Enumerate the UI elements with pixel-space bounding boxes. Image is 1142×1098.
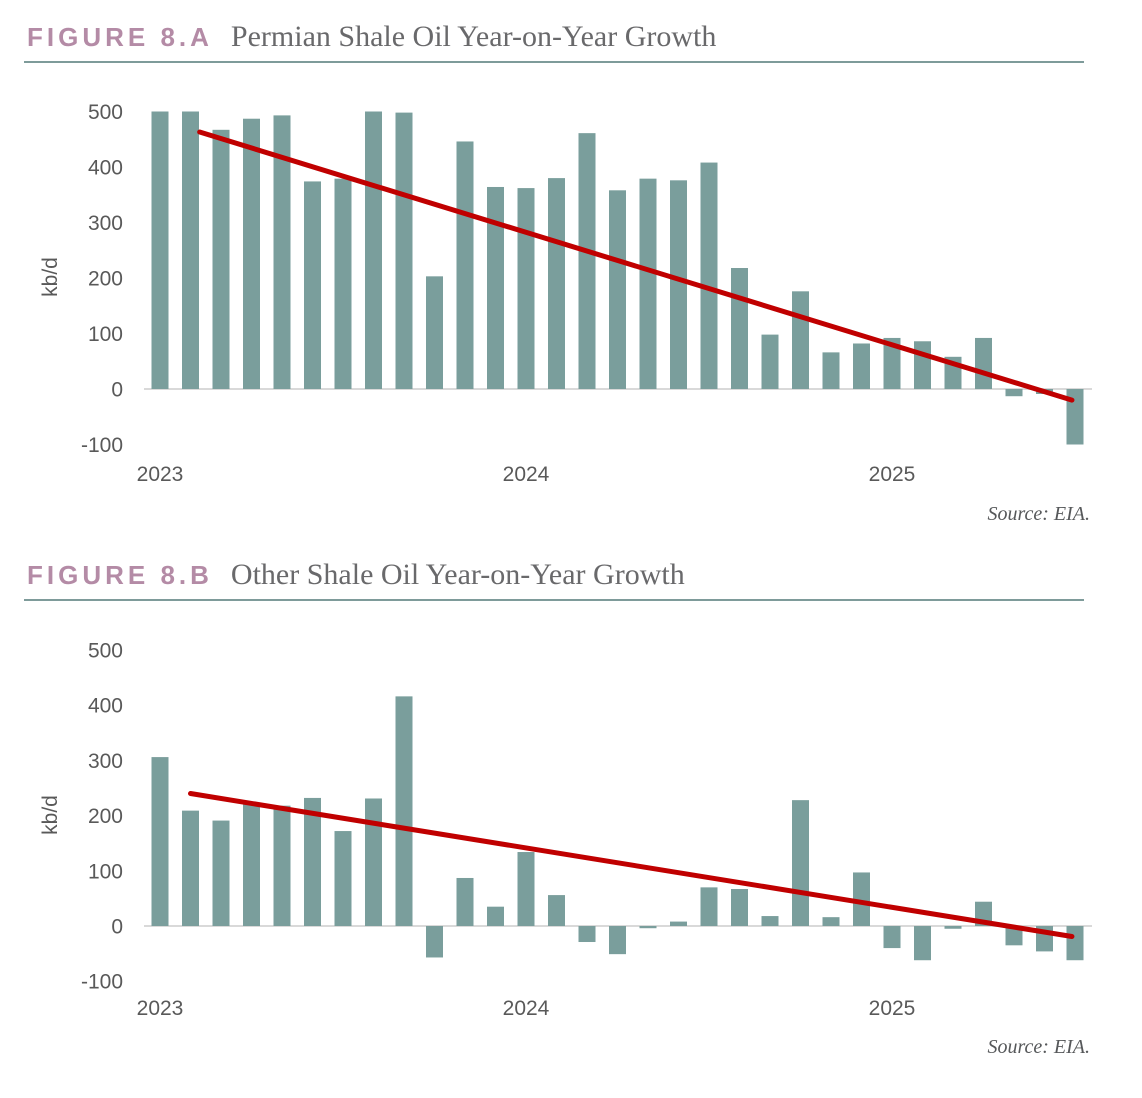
bar-sep-2023 [395, 696, 413, 926]
figure-8b-title-row: FIGURE 8.B Other Shale Oil Year-on-Year … [27, 558, 685, 592]
y-tick-label: 100 [88, 323, 123, 346]
x-tick-label: 2023 [137, 463, 184, 486]
bar-dec-2024 [853, 872, 870, 926]
y-tick-label: 200 [88, 805, 123, 828]
figure-8a-chart: 500 400 300 200 100 0 -100 kb/d 2023 2024 2025 [39, 101, 1092, 486]
bar-aug-2023 [365, 798, 382, 926]
y-tick-label: 300 [88, 212, 123, 235]
y-tick-label: 400 [88, 157, 123, 180]
bar-aug-2024 [731, 268, 748, 389]
bar-mar-2023 [212, 820, 230, 926]
bar-aug-2023 [365, 111, 382, 389]
bar-aug-2024 [731, 889, 748, 926]
bar-feb-2024 [548, 178, 565, 389]
x-tick-label: 2025 [869, 997, 916, 1020]
bar-jan-2023 [151, 757, 169, 926]
bar-oct-2024 [792, 291, 809, 389]
bar-mar-2025 [944, 926, 962, 929]
bar-sep-2023 [395, 112, 413, 390]
bar-jul-2023 [334, 178, 352, 389]
x-tick-label: 2024 [503, 997, 550, 1020]
bar-mar-2024 [578, 133, 596, 389]
bar-jan-2024 [517, 188, 535, 389]
bar-jan-2025 [883, 926, 901, 949]
bar-feb-2023 [182, 810, 199, 926]
bar-may-2024 [639, 178, 657, 389]
bar-may-2024 [639, 926, 657, 929]
bar-may-2025 [1005, 389, 1023, 397]
y-tick-label: 400 [88, 695, 123, 718]
bar-jul-2025 [1066, 389, 1084, 445]
figure-8b-chart: 500 400 300 200 100 0 -100 kb/d 2023 2024 2025 [39, 640, 1092, 1020]
x-tick-label: 2024 [503, 463, 550, 486]
bar-dec-2023 [487, 906, 504, 926]
bar-sep-2024 [761, 334, 779, 389]
y-tick-label: 100 [88, 860, 123, 883]
bar-may-2023 [273, 805, 291, 926]
bar-nov-2023 [456, 877, 474, 926]
bar-apr-2024 [609, 926, 626, 955]
bar-may-2023 [273, 115, 291, 389]
trend-line [197, 129, 1075, 403]
figure-8b-source: Source: EIA. [987, 1036, 1090, 1058]
bar-jun-2023 [304, 797, 321, 926]
bar-jan-2024 [517, 852, 535, 926]
bar-apr-2024 [609, 190, 626, 389]
bar-jan-2025 [883, 337, 901, 389]
y-tick-label: 200 [88, 268, 123, 291]
y-axis-title: kb/d [39, 257, 62, 297]
bar-jul-2025 [1066, 926, 1084, 961]
trend-line [188, 791, 1075, 939]
figure-8b-label: FIGURE 8.B [27, 560, 213, 590]
y-tick-label: 0 [111, 379, 123, 402]
bar-jul-2024 [700, 162, 718, 389]
bar-may-2025 [1005, 926, 1023, 946]
bar-dec-2023 [487, 186, 504, 389]
bar-feb-2024 [548, 895, 565, 926]
x-tick-label: 2023 [137, 997, 184, 1020]
bar-nov-2024 [822, 917, 840, 926]
figure-8a-divider [24, 61, 1084, 63]
figure-8b-divider [24, 599, 1084, 601]
bar-dec-2024 [853, 343, 870, 389]
bar-jan-2023 [151, 111, 169, 389]
y-tick-label: 500 [88, 640, 123, 663]
figure-8a-label: FIGURE 8.A [27, 22, 213, 52]
bar-apr-2023 [243, 804, 260, 926]
bar-apr-2025 [975, 337, 992, 389]
x-tick-label: 2025 [869, 463, 916, 486]
y-tick-label: -100 [81, 971, 123, 994]
bar-sep-2024 [761, 916, 779, 926]
y-tick-label: -100 [81, 434, 123, 457]
bar-apr-2023 [243, 118, 260, 389]
bar-mar-2023 [212, 129, 230, 389]
bar-feb-2025 [914, 926, 931, 961]
bar-jun-2024 [670, 921, 687, 926]
bar-jun-2024 [670, 180, 687, 389]
bar-nov-2023 [456, 141, 474, 389]
figure-8a-title-row: FIGURE 8.A Permian Shale Oil Year-on-Yea… [27, 20, 716, 54]
bar-jun-2023 [304, 181, 321, 389]
bar-oct-2024 [792, 800, 809, 926]
bar-oct-2023 [426, 926, 443, 958]
bar-jul-2024 [700, 887, 718, 926]
bar-oct-2023 [426, 276, 443, 389]
figure-8b-title: Other Shale Oil Year-on-Year Growth [230, 558, 685, 591]
figure-8a-title: Permian Shale Oil Year-on-Year Growth [230, 20, 717, 53]
bar-nov-2024 [822, 352, 840, 389]
figure-8a-source: Source: EIA. [987, 503, 1090, 525]
bar-feb-2025 [914, 341, 931, 389]
y-axis-title: kb/d [39, 795, 62, 835]
y-tick-label: 500 [88, 101, 123, 124]
y-tick-label: 300 [88, 750, 123, 773]
bar-feb-2023 [182, 111, 199, 389]
bar-mar-2024 [578, 926, 596, 943]
y-tick-label: 0 [111, 916, 123, 939]
bar-jul-2023 [334, 831, 352, 926]
